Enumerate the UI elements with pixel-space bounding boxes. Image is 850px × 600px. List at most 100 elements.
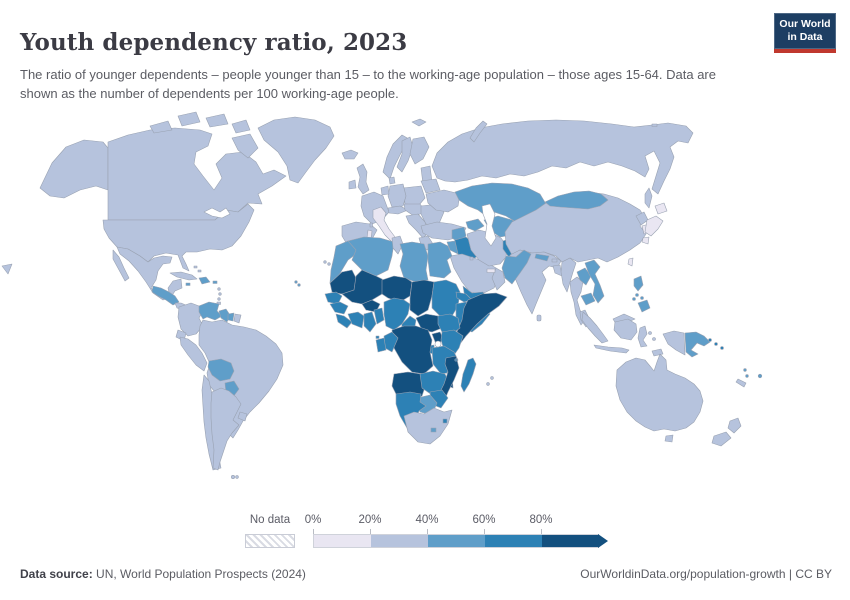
country-corsica[interactable]	[369, 222, 373, 228]
country-egypt[interactable]	[427, 241, 453, 279]
country-bahamas[interactable]	[197, 269, 202, 273]
country-sulawesi[interactable]	[637, 325, 648, 348]
country-eswatini[interactable]	[442, 418, 448, 424]
owid-logo[interactable]: Our World in Data	[774, 13, 836, 53]
country-antilles[interactable]	[218, 292, 222, 296]
legend-bin-0-20[interactable]	[314, 535, 371, 547]
country-philippines-visayas[interactable]	[640, 296, 644, 300]
country-philippines-luzon[interactable]	[633, 275, 644, 292]
country-sri-lanka[interactable]	[536, 314, 542, 322]
country-somalia[interactable]	[447, 292, 508, 356]
owid-url-link[interactable]: OurWorldinData.org/population-growth	[580, 567, 786, 581]
country-svalbard[interactable]	[411, 118, 427, 127]
country-finland[interactable]	[409, 136, 430, 165]
country-philippines-visayas[interactable]	[632, 297, 636, 301]
country-cambodia[interactable]	[580, 292, 596, 306]
country-kalimantan[interactable]	[613, 318, 638, 341]
country-vanuatu[interactable]	[743, 368, 747, 372]
country-gabon[interactable]	[375, 337, 387, 353]
country-bangladesh[interactable]	[552, 264, 563, 277]
country-sweden[interactable]	[396, 136, 414, 173]
country-drc[interactable]	[391, 325, 434, 375]
country-angola[interactable]	[391, 371, 427, 401]
country-sierra-leone-liberia[interactable]	[335, 313, 353, 329]
country-solomon[interactable]	[720, 346, 724, 350]
country-tunisia[interactable]	[391, 235, 404, 255]
country-central-europe[interactable]	[403, 203, 427, 217]
country-burkina-faso[interactable]	[361, 299, 381, 313]
country-niger[interactable]	[381, 275, 413, 303]
country-togo-benin[interactable]	[373, 307, 385, 325]
legend-bin-80-plus[interactable]	[542, 535, 599, 547]
country-wrangel[interactable]	[651, 123, 658, 127]
country-benelux[interactable]	[380, 185, 390, 196]
country-bhutan[interactable]	[551, 258, 558, 263]
country-reunion[interactable]	[486, 382, 490, 386]
country-canary-islands[interactable]	[327, 262, 331, 266]
country-guinea[interactable]	[329, 301, 349, 315]
country-israel-jordan[interactable]	[446, 240, 459, 255]
country-senegal[interactable]	[324, 291, 343, 305]
country-taiwan[interactable]	[627, 257, 634, 267]
country-uk[interactable]	[356, 163, 370, 195]
country-oman[interactable]	[491, 267, 506, 291]
country-canada-island[interactable]	[177, 111, 201, 127]
country-canada-island[interactable]	[205, 113, 229, 128]
country-ghana[interactable]	[363, 311, 377, 333]
country-ivory-coast[interactable]	[347, 311, 365, 329]
country-south-africa[interactable]	[403, 407, 453, 445]
country-peru[interactable]	[179, 336, 208, 372]
country-mexico-baja[interactable]	[112, 249, 130, 282]
country-ukraine[interactable]	[425, 189, 461, 213]
country-comoros[interactable]	[454, 358, 458, 362]
country-sumatra[interactable]	[581, 311, 609, 344]
country-chad[interactable]	[409, 279, 435, 317]
country-mongolia[interactable]	[544, 190, 609, 210]
legend-bin-60-80[interactable]	[485, 535, 542, 547]
country-canada-baffin[interactable]	[231, 133, 259, 159]
country-antilles[interactable]	[217, 287, 221, 291]
country-hispaniola[interactable]	[198, 276, 211, 285]
country-french-guiana[interactable]	[233, 313, 242, 324]
country-sakhalin[interactable]	[644, 187, 653, 209]
country-laos[interactable]	[576, 267, 592, 286]
country-greenland[interactable]	[257, 116, 335, 184]
country-japan-kyushu[interactable]	[641, 236, 650, 245]
country-venezuela[interactable]	[198, 301, 223, 321]
country-iceland[interactable]	[341, 149, 359, 160]
country-philippines-visayas[interactable]	[635, 293, 639, 297]
country-novaya-zemlya[interactable]	[469, 120, 488, 143]
country-solomon[interactable]	[714, 342, 718, 346]
country-moluccas[interactable]	[652, 337, 656, 341]
country-mauritius[interactable]	[490, 376, 494, 380]
country-cuba[interactable]	[169, 271, 198, 281]
country-papua-new-guinea[interactable]	[684, 331, 711, 358]
country-cape-verde[interactable]	[294, 280, 298, 284]
country-jamaica[interactable]	[185, 282, 191, 286]
country-ireland[interactable]	[348, 179, 357, 190]
country-algeria[interactable]	[347, 236, 395, 277]
country-caucasus[interactable]	[465, 218, 485, 232]
country-libya[interactable]	[399, 241, 429, 283]
country-java[interactable]	[593, 344, 630, 354]
country-equatorial-guinea[interactable]	[375, 335, 380, 339]
country-falklands[interactable]	[231, 474, 236, 479]
country-falklands[interactable]	[235, 475, 239, 479]
country-uae[interactable]	[486, 268, 496, 273]
country-sudan[interactable]	[431, 279, 461, 317]
country-kuwait[interactable]	[469, 256, 474, 261]
country-chukotka-wrap[interactable]	[1, 263, 13, 275]
country-canada[interactable]	[107, 127, 287, 221]
country-nz-south[interactable]	[711, 431, 732, 447]
country-madagascar[interactable]	[460, 357, 477, 393]
country-antilles[interactable]	[217, 297, 221, 301]
license-link[interactable]: CC BY	[795, 567, 832, 581]
country-germany[interactable]	[387, 183, 407, 208]
country-moluccas[interactable]	[648, 331, 652, 335]
country-japan-hokkaido[interactable]	[654, 202, 668, 215]
country-namibia[interactable]	[395, 391, 427, 429]
country-vanuatu[interactable]	[745, 374, 749, 378]
country-russia[interactable]	[431, 119, 694, 195]
country-poland[interactable]	[402, 185, 426, 206]
country-lesotho[interactable]	[430, 427, 437, 433]
